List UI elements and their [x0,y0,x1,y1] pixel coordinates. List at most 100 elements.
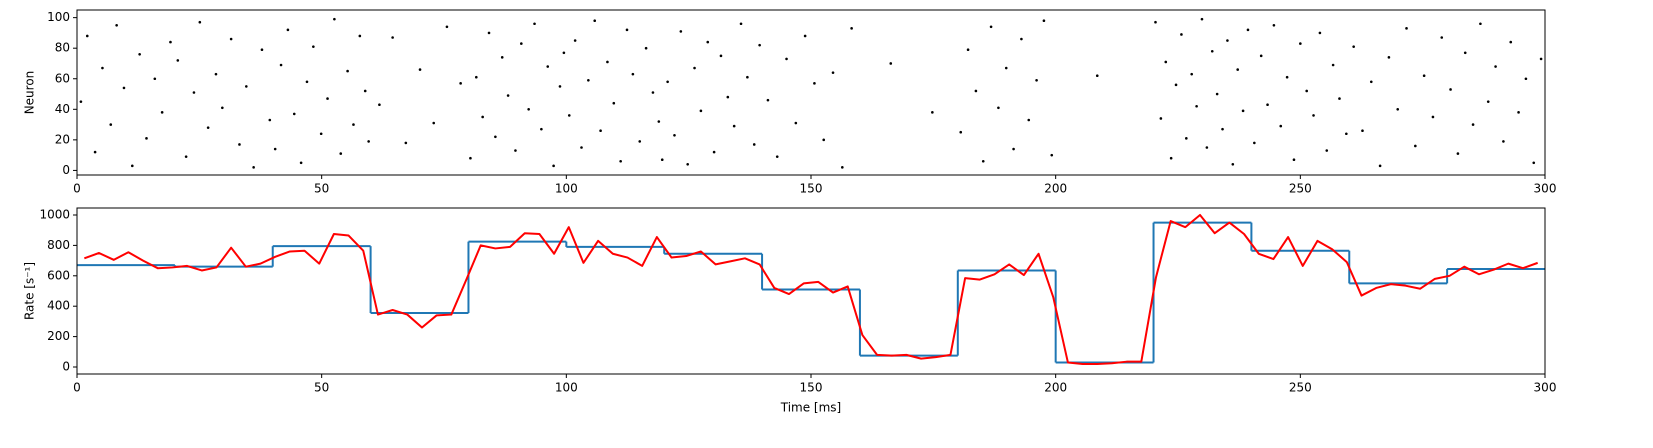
spike [1221,127,1224,131]
spike [474,75,478,79]
spike [746,75,749,79]
spike [363,89,367,93]
spike [1169,156,1173,160]
plot-area [79,17,1543,169]
spike [794,121,798,125]
spike [1299,42,1302,45]
spike [358,34,362,38]
spike [1241,109,1245,113]
spike [252,166,255,169]
spike [974,89,978,93]
spike [418,68,422,71]
spike [352,123,355,126]
spike [319,132,323,136]
spike [831,71,835,74]
axes-frame [76,9,1546,176]
spike [739,22,743,26]
spike [169,40,172,44]
spike [1325,149,1329,152]
rate-line [83,213,1539,365]
spike [138,53,141,56]
spike [1164,60,1168,64]
x-tick-label: 250 [1289,182,1312,196]
spike [1279,124,1283,128]
spike [775,155,779,158]
spike [567,114,571,117]
spike [500,56,504,59]
y-tick-label: 80 [55,41,70,55]
spike [367,140,370,143]
spike [1042,19,1046,22]
spike [1387,56,1391,59]
spike [1532,161,1536,165]
spike [1378,164,1382,168]
spike [286,28,290,32]
spike [822,138,826,142]
subplot: 0 50 100 150 200 250 300 0 200 400 600 800 1000 Rate … [23,207,1557,414]
spike [326,97,329,100]
spike [1345,132,1348,136]
spike [699,109,703,113]
spike [245,85,248,88]
spike [130,164,134,168]
y-tick-label: 400 [47,299,70,313]
spike [1154,20,1157,24]
spike [198,20,202,24]
spike [93,150,97,154]
spike [153,77,157,81]
spike [192,91,196,94]
spike [1272,23,1276,27]
spike [573,39,577,42]
spike [391,36,394,39]
spike [1456,152,1460,155]
spike [1231,163,1235,166]
spike [145,137,148,140]
spike [1180,33,1183,36]
axes-frame [76,207,1546,375]
spike [206,126,210,129]
spike [85,34,89,38]
spike [1266,103,1269,107]
spike [1494,65,1497,68]
spike [706,40,710,44]
spike [115,23,118,27]
x-tick-label: 200 [1044,381,1067,395]
spike [1004,66,1008,70]
spike [176,59,180,62]
spike [558,85,562,88]
x-tick-label: 250 [1289,381,1312,395]
y-tick-label: 800 [47,238,70,252]
spike [1020,37,1023,41]
spike [686,163,689,166]
spike [292,112,296,116]
spike [1190,72,1194,76]
x-axis-label: Time [ms] [780,401,842,415]
spike [268,118,272,122]
spike [1479,22,1482,26]
spike [1486,100,1490,103]
spike [1305,89,1308,93]
spike [803,34,807,38]
y-tick-label: 0 [62,163,70,177]
x-tick-label: 0 [73,381,81,395]
spike [719,54,723,58]
spike [1195,104,1198,108]
spike [1331,63,1335,67]
spike [766,98,770,102]
spike [1517,111,1520,114]
spike [732,124,736,128]
spike [1369,80,1373,84]
spike [1027,118,1031,122]
spike [889,62,893,65]
x-tick-label: 300 [1534,182,1557,196]
spike [644,46,648,50]
spike [312,45,315,48]
spike [758,43,761,47]
spike [593,19,597,22]
spike [657,120,661,123]
spike [959,130,963,134]
spike [1463,51,1467,55]
y-tick-label: 100 [47,10,70,24]
